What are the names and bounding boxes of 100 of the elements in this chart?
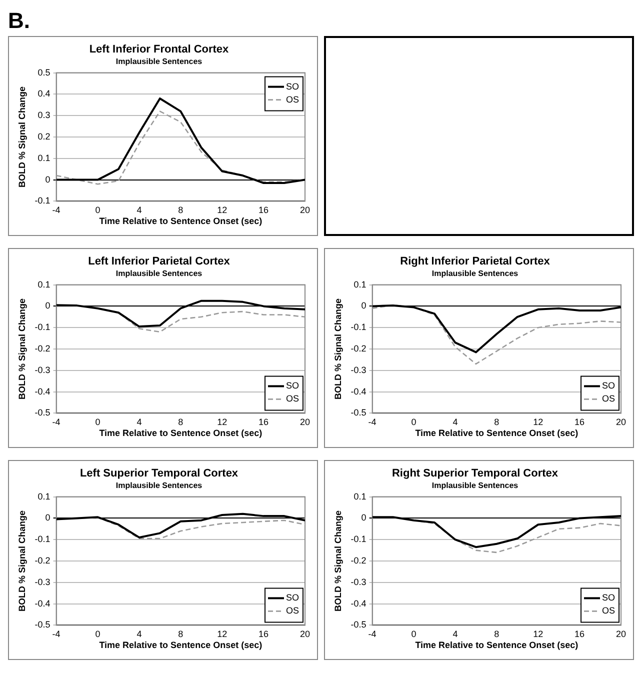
y-tick-label: 0.1 [38, 152, 50, 163]
y-tick-label: -0.2 [350, 555, 366, 566]
x-tick-label: 4 [452, 629, 458, 640]
x-tick-label: 0 [95, 629, 100, 640]
y-tick-label: -0.4 [350, 598, 366, 608]
y-tick-label: -0.5 [34, 408, 50, 418]
y-axis-title: BOLD % Signal Change [16, 298, 27, 400]
chart-subtitle: Implausible Sentences [432, 481, 519, 490]
x-tick-label: -4 [52, 417, 60, 428]
legend-label: OS [286, 394, 300, 404]
x-tick-label: 4 [136, 205, 142, 216]
y-tick-label: -0.3 [34, 364, 50, 375]
y-tick-label: 0 [45, 300, 50, 311]
chart-subtitle: Implausible Sentences [116, 269, 203, 278]
x-tick-label: 12 [217, 205, 228, 216]
x-axis-title: Time Relative to Sentence Onset (sec) [415, 640, 578, 650]
y-axis-title: BOLD % Signal Change [16, 510, 27, 612]
y-tick-label: -0.2 [34, 555, 50, 566]
y-tick-label: 0 [45, 512, 50, 523]
x-tick-label: -4 [52, 629, 60, 640]
y-tick-label: -0.5 [350, 620, 366, 630]
y-tick-label: 0.3 [38, 110, 50, 120]
x-tick-label: 12 [217, 417, 228, 428]
y-tick-label: 0.1 [354, 279, 366, 290]
chart-title: Left Inferior Frontal Cortex [89, 44, 230, 56]
y-axis-title: BOLD % Signal Change [332, 298, 343, 400]
legend-label: OS [602, 606, 616, 616]
y-tick-label: 0.5 [38, 67, 50, 78]
y-tick-label: 0.1 [38, 491, 50, 502]
legend-label: SO [602, 592, 616, 603]
legend-label: OS [602, 394, 616, 404]
x-tick-label: 8 [178, 417, 184, 428]
x-tick-label: 8 [494, 417, 500, 428]
x-tick-label: 4 [136, 417, 142, 428]
x-axis-title: Time Relative to Sentence Onset (sec) [99, 216, 262, 226]
y-tick-label: -0.1 [350, 322, 366, 332]
line-series [372, 304, 621, 365]
x-tick-label: 12 [533, 629, 544, 640]
text: B. [8, 8, 30, 33]
x-tick-label: 20 [300, 417, 310, 428]
y-tick-label: -0.4 [34, 598, 50, 608]
chart-title: Left Inferior Parietal Cortex [88, 256, 231, 268]
legend-label: SO [286, 592, 300, 603]
y-tick-label: -0.1 [350, 534, 366, 544]
x-tick-label: 8 [178, 205, 184, 216]
x-tick-label: 0 [95, 205, 100, 216]
x-tick-label: -4 [368, 417, 376, 428]
x-tick-label: 0 [411, 629, 416, 640]
y-tick-label: -0.3 [34, 576, 50, 587]
y-tick-label: -0.3 [350, 364, 366, 375]
y-tick-label: 0 [45, 174, 50, 184]
y-tick-label: -0.2 [350, 343, 366, 354]
chart-title: Left Superior Temporal Cortex [80, 468, 239, 480]
y-tick-label: 0 [361, 512, 366, 523]
y-axis-title: BOLD % Signal Change [16, 86, 27, 188]
x-tick-label: 16 [258, 205, 269, 216]
x-tick-label: -4 [368, 629, 376, 640]
legend-label: OS [286, 94, 300, 104]
x-tick-label: 8 [178, 629, 184, 640]
chart-subtitle: Implausible Sentences [432, 269, 519, 278]
y-tick-label: -0.1 [34, 196, 50, 206]
y-tick-label: -0.1 [34, 534, 50, 544]
x-tick-label: 20 [616, 629, 626, 640]
y-axis-title: BOLD % Signal Change [332, 510, 343, 612]
x-axis-title: Time Relative to Sentence Onset (sec) [415, 428, 578, 438]
y-tick-label: 0.2 [38, 131, 50, 142]
y-tick-label: 0 [361, 300, 366, 311]
x-axis-title: Time Relative to Sentence Onset (sec) [99, 640, 262, 650]
y-tick-label: -0.2 [34, 343, 50, 354]
y-tick-label: 0.4 [38, 88, 50, 99]
y-tick-label: -0.3 [350, 576, 366, 587]
x-tick-label: 16 [574, 629, 585, 640]
x-tick-label: 20 [300, 629, 310, 640]
x-tick-label: 16 [574, 417, 585, 428]
x-tick-label: 8 [494, 629, 500, 640]
x-axis-title: Time Relative to Sentence Onset (sec) [99, 428, 262, 438]
x-tick-label: 0 [95, 417, 100, 428]
chart-title: Right Superior Temporal Cortex [392, 468, 559, 480]
y-tick-label: -0.5 [34, 620, 50, 630]
x-tick-label: 20 [616, 417, 626, 428]
x-tick-label: 16 [258, 417, 269, 428]
y-tick-label: -0.4 [350, 386, 366, 396]
legend-label: SO [286, 81, 300, 92]
x-tick-label: 20 [300, 205, 310, 216]
x-tick-label: 4 [452, 417, 458, 428]
x-tick-label: 0 [411, 417, 416, 428]
y-tick-label: 0.1 [38, 279, 50, 290]
y-tick-label: -0.1 [34, 322, 50, 332]
x-tick-label: 12 [217, 629, 228, 640]
y-tick-label: -0.4 [34, 386, 50, 396]
x-tick-label: 12 [533, 417, 544, 428]
x-tick-label: 4 [136, 629, 142, 640]
x-tick-label: -4 [52, 205, 60, 216]
x-tick-label: 16 [258, 629, 269, 640]
chart-subtitle: Implausible Sentences [116, 481, 203, 490]
y-tick-label: 0.1 [354, 491, 366, 502]
legend-label: SO [286, 380, 300, 391]
chart-subtitle: Implausible Sentences [116, 57, 203, 66]
y-tick-label: -0.5 [350, 408, 366, 418]
legend-label: SO [602, 380, 616, 391]
